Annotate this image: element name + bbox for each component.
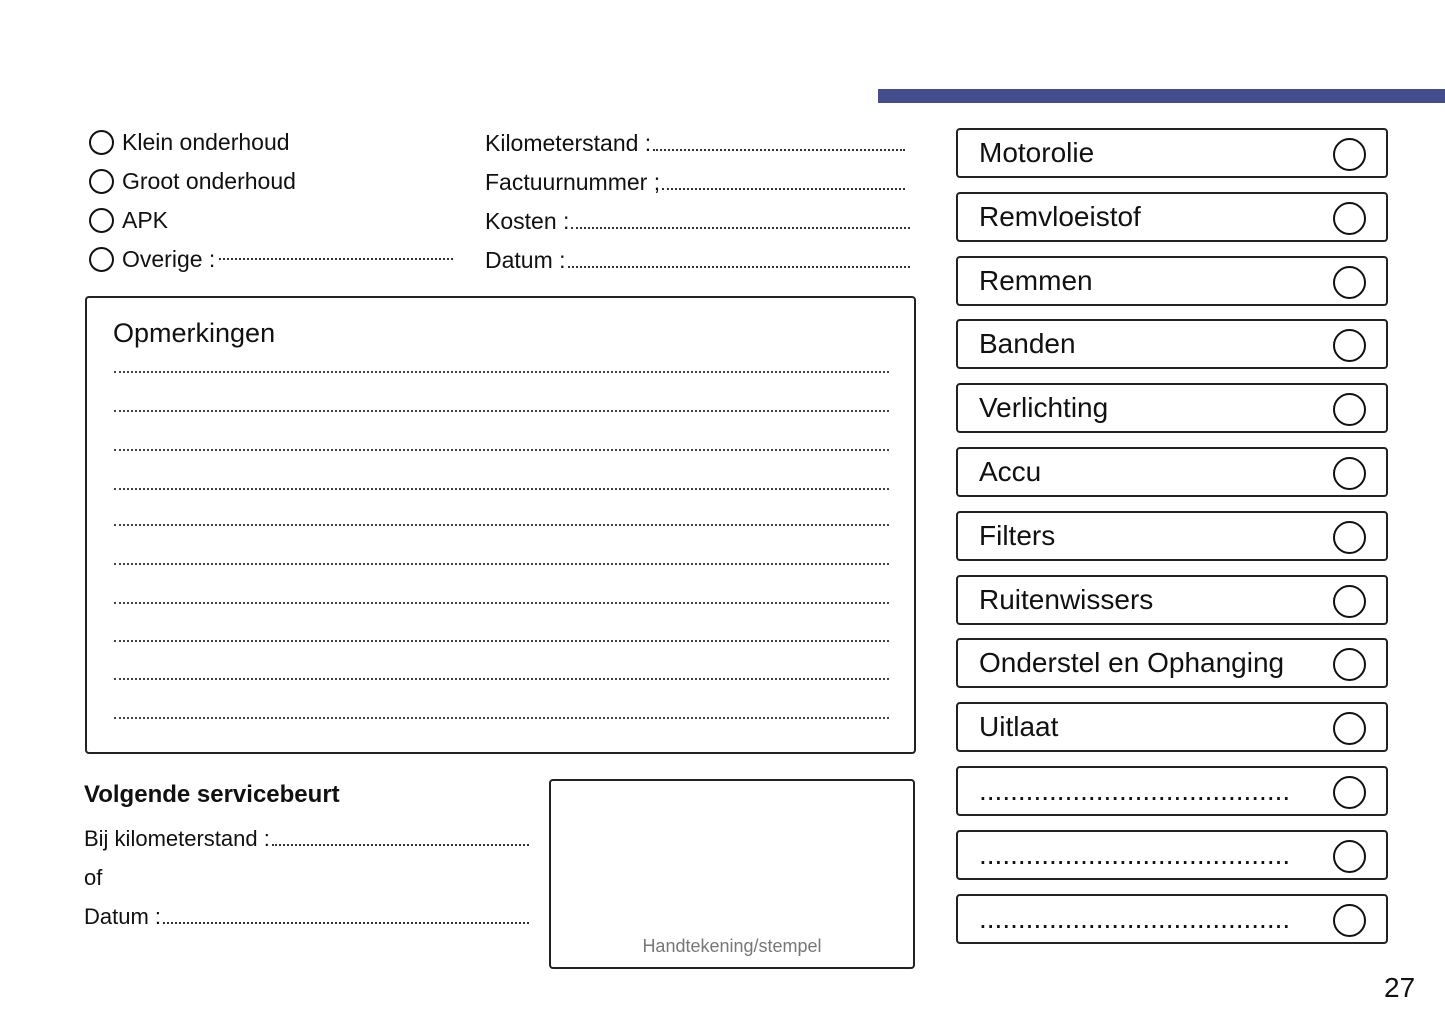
notes-line[interactable] [114, 717, 889, 719]
checkbox-circle-icon[interactable] [1333, 776, 1366, 809]
notes-line[interactable] [114, 410, 889, 412]
checklist-label: Filters [979, 520, 1056, 551]
checklist-label: Remvloeistof [979, 201, 1141, 232]
overige-line[interactable] [219, 258, 454, 260]
invoice-field[interactable]: Kosten : [485, 205, 910, 235]
checkbox-circle-icon[interactable] [1333, 266, 1366, 299]
next-km-label: Bij kilometerstand : [84, 826, 270, 851]
checklist-item[interactable]: Uitlaat [956, 702, 1388, 752]
next-service-title: Volgende servicebeurt [84, 781, 340, 808]
next-date-line[interactable] [163, 922, 529, 924]
next-km-line[interactable] [271, 844, 529, 846]
notes-title: Opmerkingen [113, 318, 276, 348]
radio-circle-icon[interactable] [89, 168, 114, 194]
field-line[interactable] [653, 149, 905, 151]
checklist-label: Verlichting [979, 392, 1109, 423]
checklist-label: Banden [979, 328, 1076, 359]
checklist-item[interactable]: Accu [956, 447, 1388, 497]
notes-line[interactable] [114, 678, 889, 680]
radio-circle-icon[interactable] [89, 129, 114, 155]
notes-line[interactable] [114, 524, 889, 526]
notes-line[interactable] [114, 488, 889, 490]
checklist-label: Onderstel en Ophanging [979, 647, 1285, 678]
checklist-item[interactable]: Filters [956, 511, 1388, 561]
checkbox-circle-icon[interactable] [1333, 585, 1366, 618]
notes-line[interactable] [114, 640, 889, 642]
service-type-option[interactable]: Overige : [89, 244, 454, 274]
checkbox-circle-icon[interactable] [1333, 521, 1366, 554]
accent-bar [878, 89, 1445, 103]
service-type-label: Overige : [122, 245, 216, 272]
notes-box[interactable]: Opmerkingen [85, 296, 916, 754]
radio-circle-icon[interactable] [89, 246, 114, 272]
checklist-item[interactable]: Remvloeistof [956, 192, 1388, 242]
next-km-field[interactable]: Bij kilometerstand : [84, 826, 529, 852]
checklist-label: ........................................ [979, 839, 1291, 870]
checkbox-circle-icon[interactable] [1333, 329, 1366, 362]
radio-circle-icon[interactable] [89, 207, 114, 233]
next-date-label: Datum : [84, 904, 162, 929]
invoice-field[interactable]: Kilometerstand : [485, 127, 905, 157]
checkbox-circle-icon[interactable] [1333, 393, 1366, 426]
checklist-label: Motorolie [979, 137, 1095, 168]
checkbox-circle-icon[interactable] [1333, 457, 1366, 490]
or-text: of [84, 865, 529, 891]
next-date-field[interactable]: Datum : [84, 904, 529, 930]
signature-label: Handtekening/stempel [642, 936, 822, 956]
checkbox-circle-icon[interactable] [1333, 904, 1366, 937]
invoice-field[interactable]: Datum : [485, 244, 910, 274]
or-label: of [84, 865, 103, 890]
checklist-item[interactable]: Motorolie [956, 128, 1388, 178]
notes-line[interactable] [114, 371, 889, 373]
service-type-option[interactable]: Groot onderhoud [89, 166, 296, 196]
checklist-label: ........................................ [979, 903, 1291, 934]
service-type-label: Klein onderhoud [122, 128, 290, 155]
checklist-item[interactable]: Verlichting [956, 383, 1388, 433]
checklist-item[interactable]: Remmen [956, 256, 1388, 306]
signature-box[interactable]: Handtekening/stempel [549, 779, 915, 969]
notes-line[interactable] [114, 449, 889, 451]
field-label: Kosten : [485, 208, 570, 234]
checklist-item[interactable]: ........................................ [956, 830, 1388, 880]
checklist-label: Ruitenwissers [979, 584, 1154, 615]
checklist-item[interactable]: Banden [956, 319, 1388, 369]
service-type-label: Groot onderhoud [122, 167, 296, 194]
checklist-label: Accu [979, 456, 1042, 487]
service-type-option[interactable]: Klein onderhoud [89, 127, 290, 157]
field-line[interactable] [567, 266, 910, 268]
checklist-label: Remmen [979, 265, 1093, 296]
page-number: 27 [1384, 972, 1416, 1003]
checklist-item[interactable]: ........................................ [956, 894, 1388, 944]
checkbox-circle-icon[interactable] [1333, 648, 1366, 681]
checkbox-circle-icon[interactable] [1333, 202, 1366, 235]
invoice-field[interactable]: Factuurnummer ; [485, 166, 905, 196]
field-line[interactable] [662, 188, 905, 190]
checklist-item[interactable]: ........................................ [956, 766, 1388, 816]
checklist-item[interactable]: Onderstel en Ophanging [956, 638, 1388, 688]
checkbox-circle-icon[interactable] [1333, 840, 1366, 873]
notes-line[interactable] [114, 602, 889, 604]
notes-line[interactable] [114, 563, 889, 565]
field-label: Datum : [485, 247, 566, 273]
checklist-item[interactable]: Ruitenwissers [956, 575, 1388, 625]
field-line[interactable] [571, 227, 910, 229]
field-label: Kilometerstand : [485, 130, 652, 156]
service-type-option[interactable]: APK [89, 205, 168, 235]
service-type-label: APK [122, 206, 169, 233]
checkbox-circle-icon[interactable] [1333, 712, 1366, 745]
checkbox-circle-icon[interactable] [1333, 138, 1366, 171]
checklist-label: ........................................ [979, 775, 1291, 806]
field-label: Factuurnummer ; [485, 169, 661, 195]
checklist-label: Uitlaat [979, 711, 1059, 742]
